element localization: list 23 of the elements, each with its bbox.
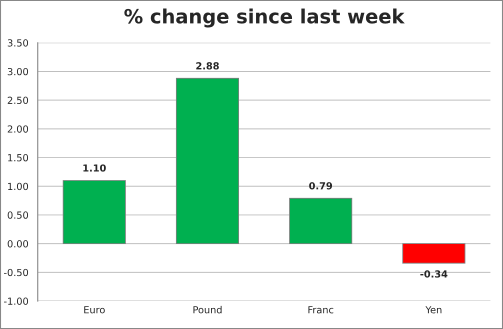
data-label: -0.34 — [420, 270, 448, 278]
bar — [289, 198, 352, 244]
y-tick-label: 3.50 — [8, 39, 28, 47]
bar — [62, 180, 126, 244]
y-tick-label: -0.50 — [4, 268, 28, 276]
y-tick-label: 2.00 — [8, 125, 28, 133]
y-tick-label: 1.50 — [8, 154, 28, 162]
x-tick-label: Yen — [425, 306, 442, 314]
chart-title: % change since last week — [124, 8, 405, 28]
data-label: 0.79 — [309, 182, 332, 190]
y-tick-label: -1.00 — [4, 298, 28, 305]
y-tick-label: 1.00 — [8, 182, 28, 190]
y-tick-label: 2.50 — [8, 96, 28, 104]
data-label: 1.10 — [83, 164, 106, 172]
y-tick-label: 0.50 — [8, 211, 28, 219]
x-tick-label: Franc — [308, 306, 334, 314]
bar — [176, 78, 240, 244]
x-tick-label: Pound — [193, 306, 222, 314]
y-tick-label: 0.00 — [8, 240, 28, 248]
data-label: 2.88 — [196, 62, 219, 70]
x-tick-label: Euro — [84, 306, 105, 314]
y-tick-label: 3.00 — [8, 68, 28, 76]
bar — [402, 243, 466, 264]
